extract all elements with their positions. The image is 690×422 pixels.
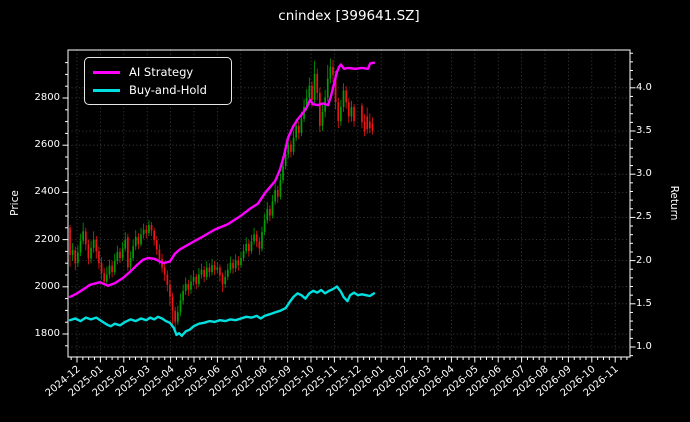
price-tick-label: 2600 <box>34 139 60 150</box>
ai-strategy-line <box>68 61 376 299</box>
price-tick-label: 2000 <box>34 281 60 292</box>
ai-strategy-line-swatch <box>93 70 120 74</box>
price-tick-label: 2200 <box>34 234 60 245</box>
buy-and-hold-line <box>68 285 376 337</box>
chart-title: cnindex [399641.SZ] <box>278 8 420 24</box>
y-axis-label-return: Return <box>668 185 680 221</box>
return-tick-label: 3.0 <box>636 168 652 179</box>
legend-item-buy-and-hold: Buy-and-Hold <box>93 81 223 99</box>
price-tick-label: 2400 <box>34 186 60 197</box>
return-tick-label: 3.5 <box>636 125 652 136</box>
return-tick-label: 1.5 <box>636 298 652 309</box>
legend-item-ai-strategy: AI Strategy <box>93 63 223 81</box>
legend-label: AI Strategy <box>129 65 194 79</box>
price-tick-label: 1800 <box>34 328 60 339</box>
return-tick-label: 1.0 <box>636 341 652 352</box>
legend-label: Buy-and-Hold <box>129 83 207 97</box>
legend: AI Strategy Buy-and-Hold <box>84 57 232 105</box>
return-tick-label: 2.5 <box>636 211 652 222</box>
candlestick-layer <box>69 58 374 331</box>
return-tick-label: 4.0 <box>636 82 652 93</box>
price-tick-label: 2800 <box>34 92 60 103</box>
buy-and-hold-line-swatch <box>93 88 120 92</box>
return-tick-label: 2.0 <box>636 255 652 266</box>
